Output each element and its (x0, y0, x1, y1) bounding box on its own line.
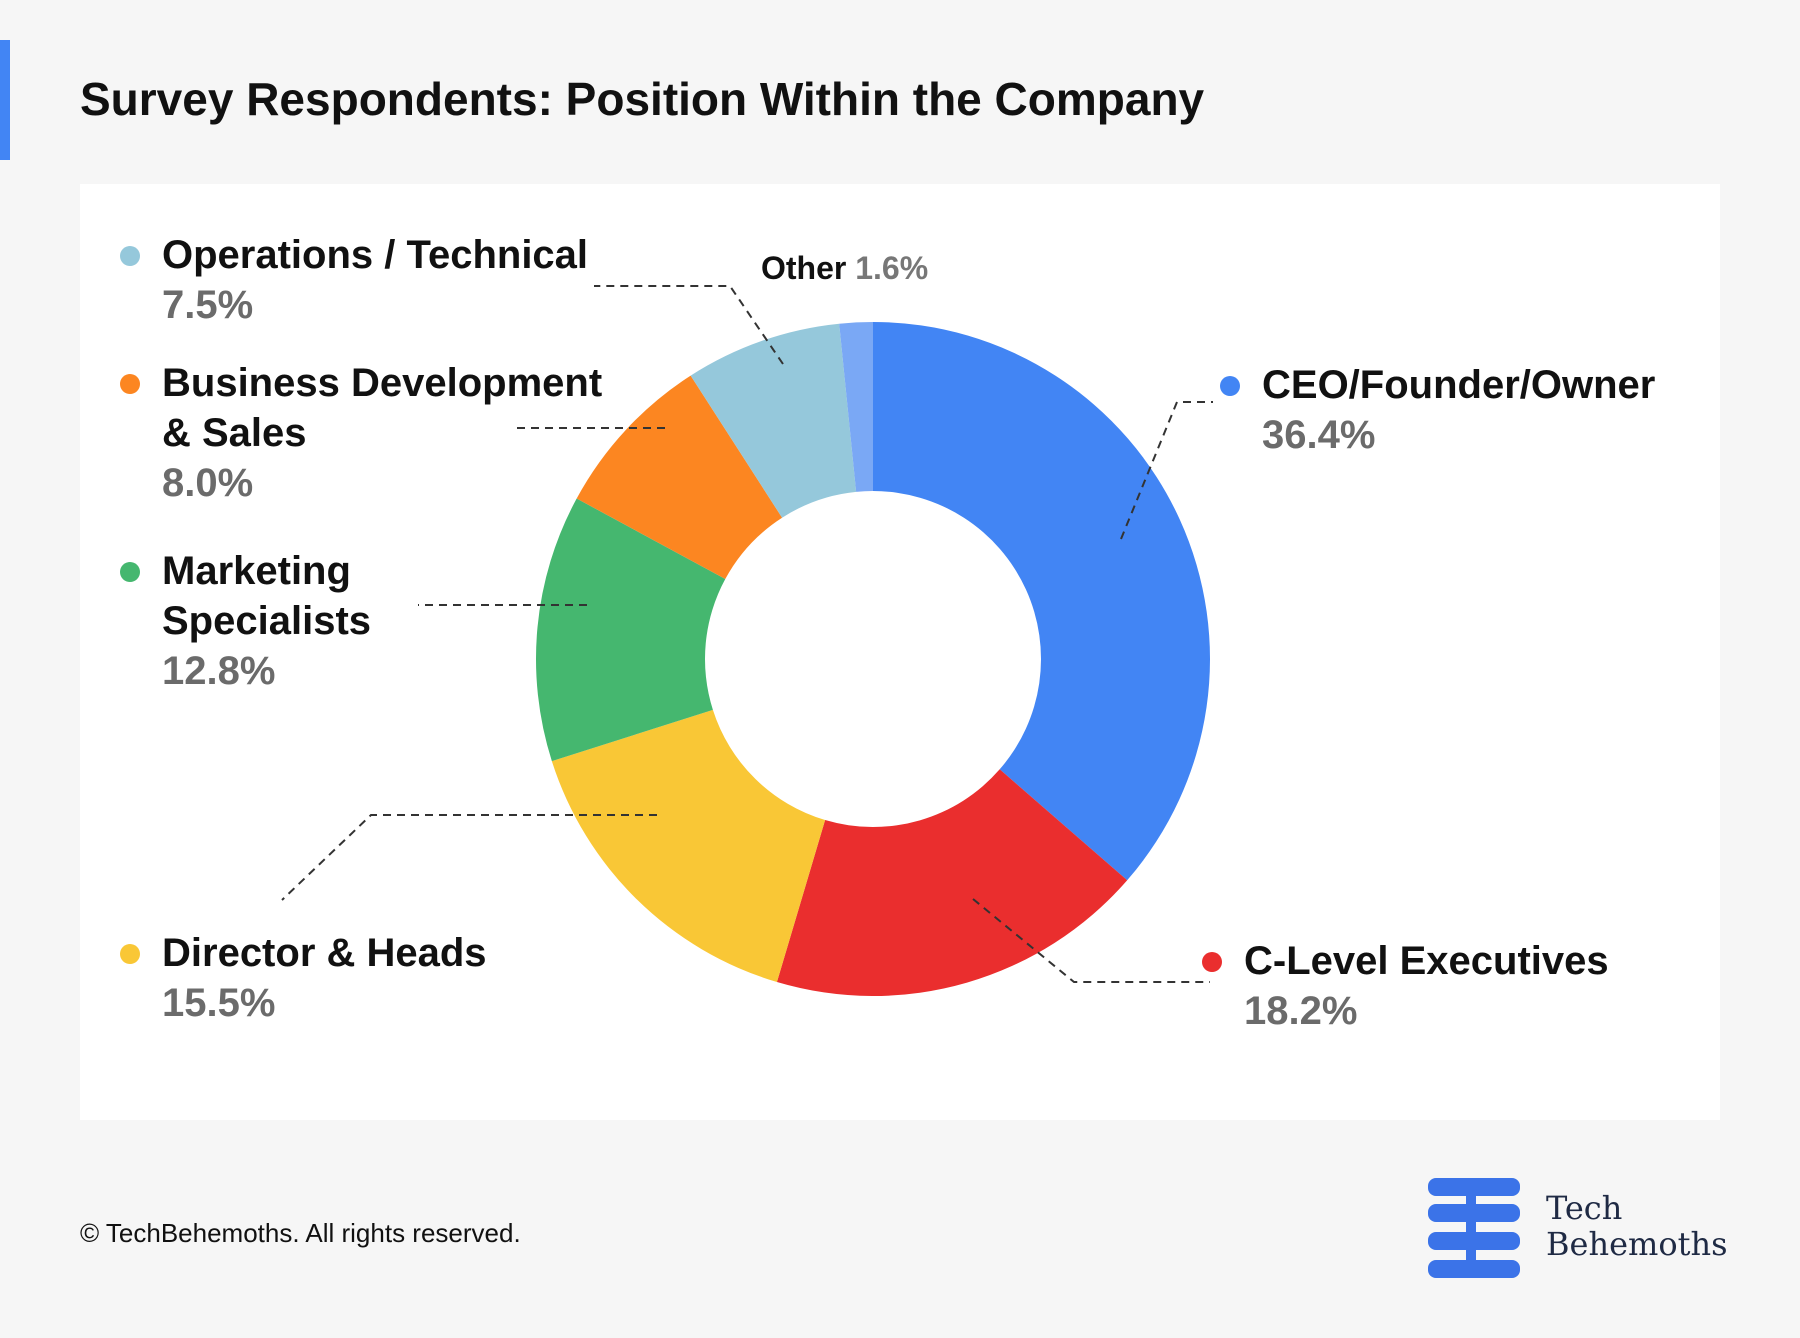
legend-pct-ceo: 36.4% (1262, 413, 1376, 457)
legend-pct-director: 15.5% (162, 981, 276, 1025)
logo-bar-0 (1428, 1178, 1520, 1196)
legend-pct-marketing: 12.8% (162, 649, 276, 693)
legend-item-c-level: C-Level Executives 18.2% (1202, 936, 1609, 1036)
legend-name-ceo: CEO/Founder/Owner (1262, 363, 1656, 407)
donut-slice-other (839, 322, 873, 492)
legend-item-marketing: Marketing Specialists 12.8% (120, 546, 372, 696)
legend-dot-marketing (120, 562, 140, 582)
chart-card: CEO/Founder/Owner 36.4% C-Level Executiv… (80, 184, 1720, 1120)
legend-pct-operations: 7.5% (162, 283, 254, 327)
leader-line-director (281, 814, 657, 901)
legend-name-bizdev: Business Development & Sales (162, 361, 603, 455)
legend-name-c-level: C-Level Executives (1244, 939, 1609, 983)
logo-bar-3 (1428, 1260, 1520, 1278)
logo-stem (1466, 1196, 1476, 1260)
legend-dot-director (120, 944, 140, 964)
donut-slices (536, 322, 1210, 997)
legend-name-operations: Operations / Technical (162, 233, 589, 277)
donut-slice-ceo-founder-owner (873, 322, 1210, 881)
donut-slice-director-heads (551, 709, 826, 983)
leader-line-ceo (1120, 401, 1213, 540)
donut-chart (281, 285, 1213, 997)
techbehemoths-logo: Tech Behemoths (1428, 1178, 1728, 1278)
legend-dot-bizdev (120, 374, 140, 394)
chart-title: Survey Respondents: Position Within the … (80, 73, 1205, 125)
leader-line-c-level (972, 898, 1210, 983)
other-label-name: Other (761, 250, 847, 286)
legend-pct-c-level: 18.2% (1244, 989, 1358, 1033)
donut-slice-operations-technical (690, 323, 857, 518)
donut-slice-business-development-sales (576, 375, 783, 579)
leader-lines (281, 285, 1213, 983)
legend-item-bizdev: Business Development & Sales 8.0% (120, 358, 603, 508)
title-accent-bar (0, 40, 10, 160)
legend-dot-ceo (1220, 376, 1240, 396)
other-label-pct: 1.6% (855, 250, 929, 286)
legend-pct-bizdev: 8.0% (162, 461, 254, 505)
legend-dot-c-level (1202, 952, 1222, 972)
donut-slice-marketing-specialists (536, 498, 726, 762)
logo-text-line2: Behemoths (1546, 1225, 1728, 1263)
logo-text-line1: Tech (1546, 1189, 1623, 1227)
other-label: Other 1.6% (761, 250, 928, 287)
legend-dot-operations (120, 246, 140, 266)
legend-item-ceo: CEO/Founder/Owner 36.4% (1220, 360, 1656, 460)
copyright-text: © TechBehemoths. All rights reserved. (80, 1218, 521, 1248)
donut-slice-c-level-executives (776, 769, 1128, 997)
legend-name-marketing: Marketing Specialists (162, 549, 372, 643)
legend-name-director: Director & Heads (162, 931, 487, 975)
logo-wordmark: Tech Behemoths (1546, 1190, 1728, 1262)
logo-mark-icon (1428, 1178, 1520, 1278)
legend-item-director: Director & Heads 15.5% (120, 928, 487, 1028)
legend-item-operations: Operations / Technical 7.5% (120, 230, 589, 330)
leader-line-operations (594, 285, 784, 365)
